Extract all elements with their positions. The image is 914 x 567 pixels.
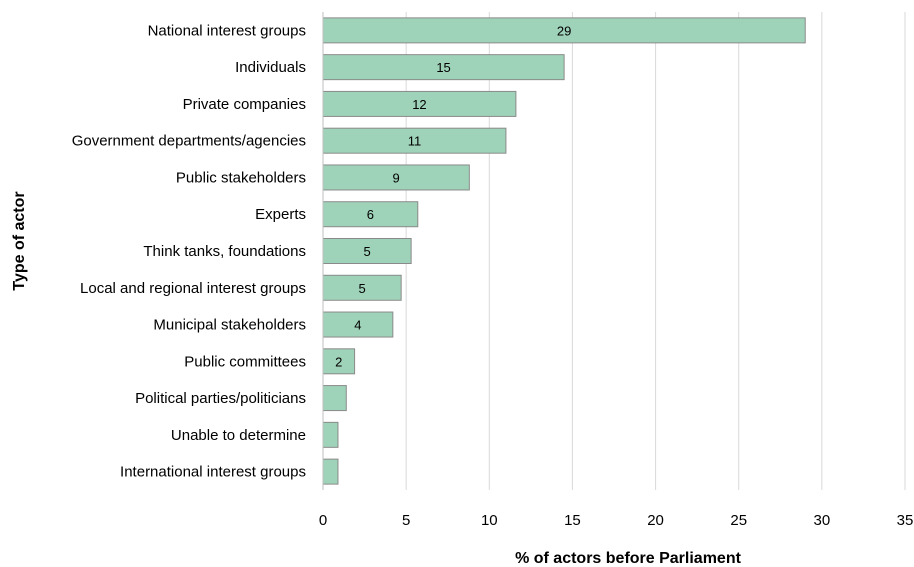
data-label-2: 12	[412, 97, 426, 112]
bar-12	[322, 458, 339, 485]
data-label-4: 9	[393, 170, 400, 185]
category-label-10: Political parties/politicians	[135, 390, 306, 407]
category-label-5: Experts	[255, 206, 306, 223]
bar-10	[322, 385, 347, 412]
category-labels: National interest groups Individuals Priva…	[72, 22, 306, 480]
category-label-4: Public stakeholders	[176, 169, 306, 186]
category-label-0: National interest groups	[148, 22, 306, 39]
x-tick-label-20: 20	[647, 512, 664, 529]
x-tick-label-5: 5	[402, 512, 410, 529]
bar-1	[322, 54, 565, 81]
bars: 29 15 12 11 9 6 5 5 4 2	[322, 17, 806, 485]
bar-6	[322, 238, 412, 264]
y-axis-title: Type of actor	[11, 191, 28, 290]
category-label-12: International interest groups	[120, 464, 306, 481]
category-label-9: Public committees	[184, 353, 306, 370]
x-tick-label-35: 35	[897, 512, 914, 529]
x-tick-labels: 0 5 10 15 20 25 30 35	[319, 512, 914, 529]
bar-9	[322, 348, 356, 375]
data-label-5: 6	[367, 207, 374, 222]
data-label-0: 29	[557, 23, 571, 38]
category-label-3: Government departments/agencies	[72, 133, 306, 150]
category-label-2: Private companies	[183, 96, 306, 113]
x-axis-title: % of actors before Parliament	[515, 550, 742, 567]
bar-5	[322, 201, 419, 228]
bar-2	[322, 90, 517, 117]
data-label-8: 4	[354, 318, 361, 333]
category-label-6: Think tanks, foundations	[143, 243, 306, 260]
x-tick-label-0: 0	[319, 512, 327, 529]
x-tick-label-25: 25	[730, 512, 747, 529]
data-label-7: 5	[358, 281, 365, 296]
data-label-3: 11	[408, 134, 422, 149]
x-tick-label-30: 30	[814, 512, 831, 529]
category-label-8: Municipal stakeholders	[153, 317, 306, 334]
grid	[405, 12, 906, 490]
bar-7	[322, 274, 402, 301]
category-label-1: Individuals	[235, 59, 306, 76]
bar-4	[322, 164, 470, 191]
x-tick-label-15: 15	[564, 512, 581, 529]
x-tick-label-10: 10	[481, 512, 498, 529]
data-label-9: 2	[335, 354, 342, 369]
data-label-1: 15	[436, 60, 450, 75]
category-label-7: Local and regional interest groups	[80, 280, 306, 297]
data-label-6: 5	[363, 244, 370, 259]
category-label-11: Unable to determine	[171, 427, 306, 444]
bar-11	[322, 421, 339, 448]
